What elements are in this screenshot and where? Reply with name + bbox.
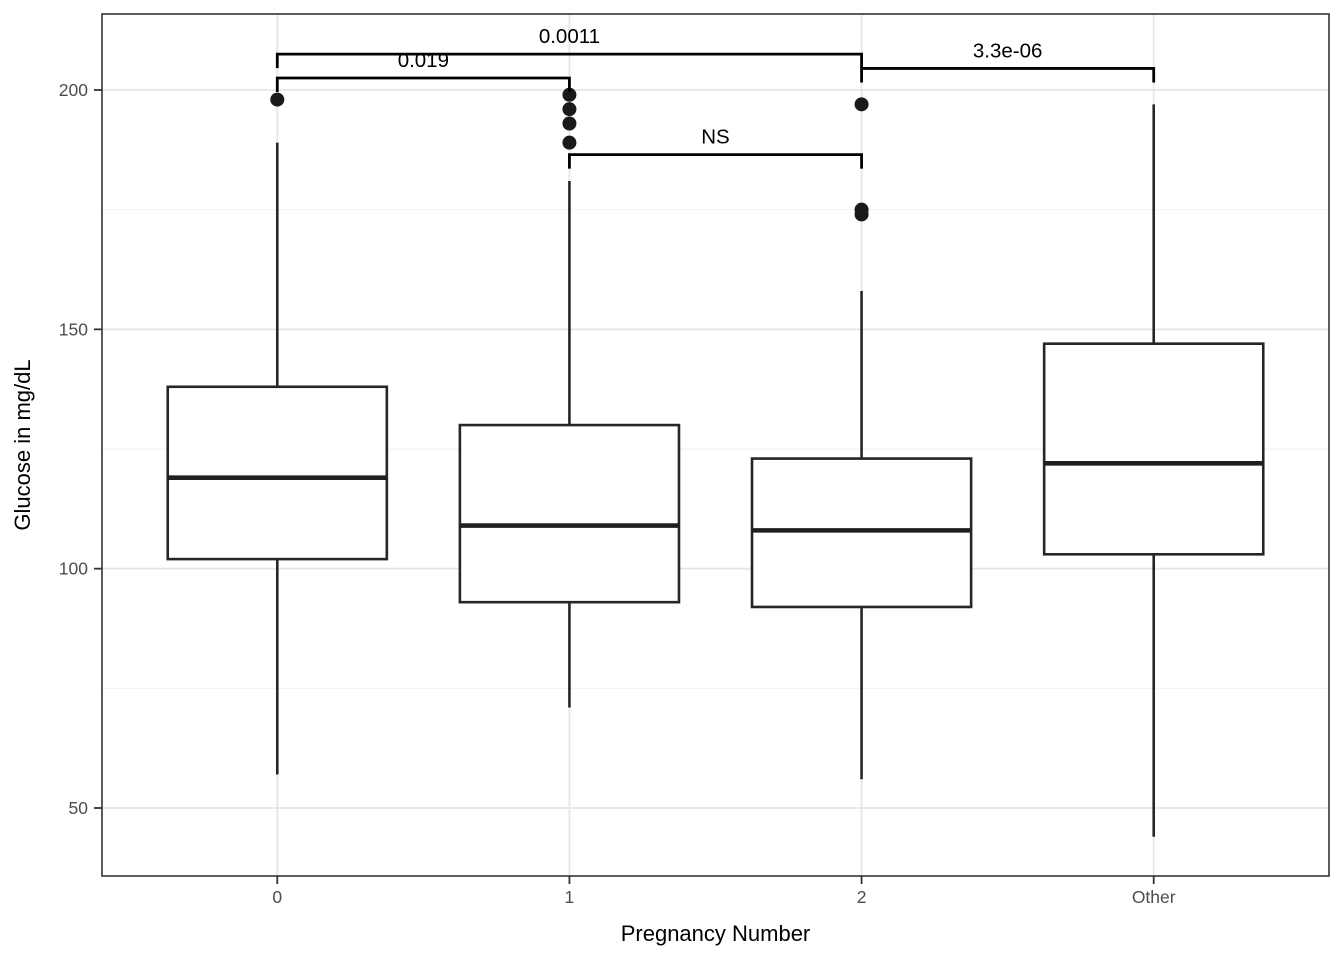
outlier-point: [562, 87, 577, 102]
boxplot-1: [458, 87, 681, 708]
iqr-box: [1042, 342, 1265, 556]
axis-tick-marks: [94, 89, 1155, 884]
outlier-point: [270, 92, 285, 107]
outlier-point: [854, 97, 869, 112]
bracket-line: [860, 67, 1156, 83]
y-axis-title: Glucose in mg/dL: [10, 359, 35, 530]
panel-border: [101, 13, 1330, 877]
bracket-line: [275, 76, 571, 93]
y-tick-label: 150: [59, 319, 88, 339]
significance-label: 3.3e-06: [973, 39, 1043, 62]
significance-bracket-0-2: 0.0011: [275, 25, 863, 69]
y-tick-label: 100: [59, 559, 88, 579]
x-axis-title: Pregnancy Number: [621, 921, 811, 946]
boxplots: [166, 87, 1265, 837]
boxplot-2: [750, 97, 973, 780]
significance-label: 0.0011: [539, 25, 600, 48]
bracket-line: [568, 153, 863, 169]
outlier-point: [562, 102, 577, 117]
y-tick-label: 50: [69, 798, 89, 818]
iqr-box: [166, 385, 389, 561]
y-axis-tick-labels: 50 100 150 200: [59, 80, 88, 818]
outlier-point: [854, 202, 869, 217]
significance-bracket-2-Other: 3.3e-06: [860, 39, 1156, 83]
iqr-box: [750, 457, 973, 609]
x-tick-label: 2: [857, 887, 867, 907]
boxplot-0: [166, 92, 389, 775]
significance-bracket-1-2: NS: [568, 126, 863, 169]
significance-label: 0.019: [398, 49, 449, 72]
outlier-point: [562, 135, 577, 150]
x-tick-label: Other: [1132, 887, 1176, 907]
bracket-line: [275, 52, 863, 69]
x-tick-label: 1: [565, 887, 575, 907]
y-tick-label: 200: [59, 80, 88, 100]
significance-annotations: 0.019 0.0011 NS 3.3e-06: [275, 25, 1156, 169]
boxplot-Other: [1042, 104, 1265, 837]
iqr-box: [458, 423, 681, 604]
x-tick-label: 0: [272, 887, 282, 907]
significance-label: NS: [701, 126, 729, 149]
x-axis-tick-labels: 0 1 2 Other: [272, 887, 1175, 907]
outlier-point: [562, 116, 577, 131]
